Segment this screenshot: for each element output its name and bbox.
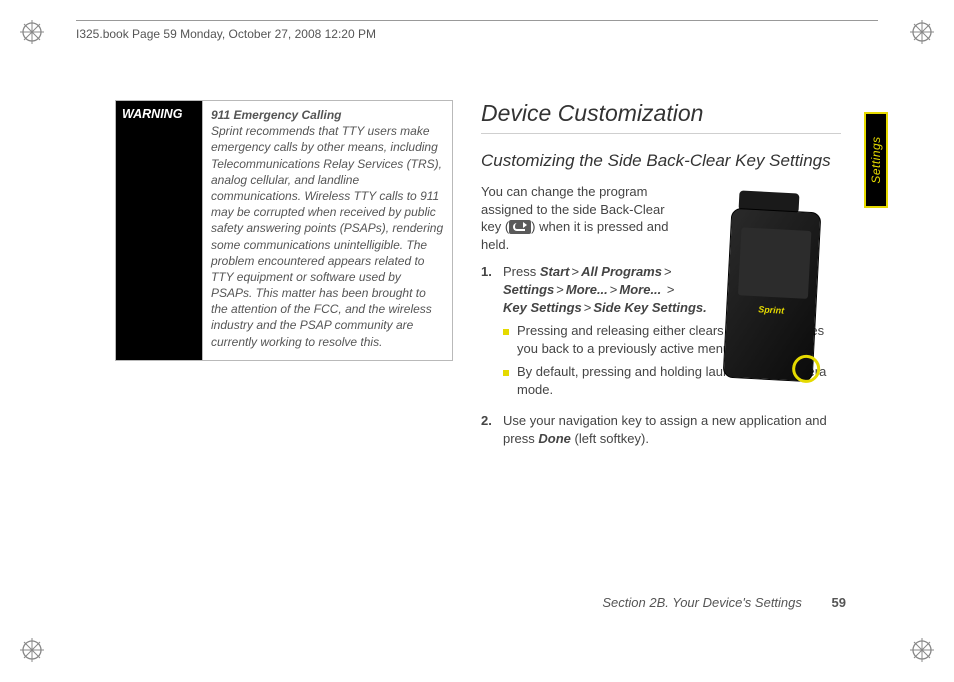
warning-body: 911 Emergency Calling Sprint recommends … [202,101,452,360]
step-1-number: 1. [481,263,503,398]
footer-page-number: 59 [832,595,846,610]
crop-mark-tr [910,20,934,44]
intro-paragraph: You can change the program assigned to t… [481,183,676,253]
back-clear-key-icon [509,220,531,234]
right-column: Device Customization Customizing the Sid… [481,100,841,620]
step-2-done: Done [538,431,571,446]
phone-brand-label: Sprint [727,303,815,318]
step-2-number: 2. [481,412,503,447]
crop-header-text: I325.book Page 59 Monday, October 27, 20… [76,27,376,41]
phone-highlight-circle [791,354,820,383]
phone-illustration: Sprint [699,192,841,392]
warning-title: 911 Emergency Calling [211,108,342,122]
left-column: WARNING 911 Emergency Calling Sprint rec… [115,100,453,620]
section-heading: Customizing the Side Back-Clear Key Sett… [481,150,841,171]
bullet-icon [503,329,509,335]
warning-box: WARNING 911 Emergency Calling Sprint rec… [115,100,453,361]
page-footer: Section 2B. Your Device's Settings 59 [602,595,846,610]
section-tab-label: Settings [869,136,883,183]
section-tab-settings: Settings [864,112,888,208]
step-2: 2. Use your navigation key to assign a n… [481,412,841,447]
warning-label: WARNING [116,101,202,360]
page-title: Device Customization [481,100,841,134]
crop-mark-br [910,638,934,662]
footer-section: Section 2B. Your Device's Settings [602,595,802,610]
crop-header: I325.book Page 59 Monday, October 27, 20… [76,20,878,41]
warning-text: Sprint recommends that TTY users make em… [211,124,443,348]
bullet-icon [503,370,509,376]
step-2-text-b: (left softkey). [571,431,649,446]
crop-mark-tl [20,20,44,44]
step-1-prefix: Press [503,264,540,279]
crop-mark-bl [20,638,44,662]
page-content: WARNING 911 Emergency Calling Sprint rec… [115,100,845,620]
